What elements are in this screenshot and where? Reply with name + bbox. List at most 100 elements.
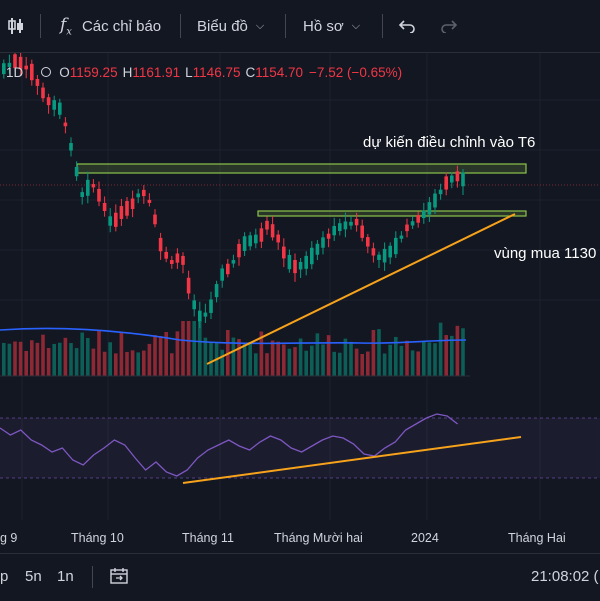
chart-type-button[interactable]: Biểu đồ ⌵ <box>197 0 264 52</box>
candle-body <box>326 233 331 239</box>
date-range-button[interactable] <box>110 554 128 598</box>
candle-body <box>142 189 146 197</box>
candle-body <box>388 245 392 258</box>
candle-body <box>181 255 185 265</box>
volume-bar <box>237 339 241 376</box>
volume-bar <box>41 334 45 376</box>
volume-bar <box>433 343 437 376</box>
range-1y-button[interactable]: 1n <box>57 567 74 585</box>
volume-bar <box>354 348 359 376</box>
candle-body <box>265 220 269 230</box>
visibility-icon[interactable] <box>41 67 52 77</box>
candle-body <box>321 237 325 248</box>
candle-body <box>158 237 163 252</box>
volume-bar <box>332 351 336 376</box>
candle-body <box>360 225 364 238</box>
rsi-band <box>0 418 600 478</box>
volume-bar <box>422 341 426 376</box>
low-value: 1146.75 <box>192 64 241 80</box>
range-button[interactable]: p <box>0 567 9 585</box>
function-icon: fx <box>60 14 72 38</box>
interval-label[interactable]: 1D <box>6 64 24 80</box>
candle-body <box>438 189 443 195</box>
volume-bar <box>220 349 224 376</box>
buy-zone-annotation[interactable]: vùng mua 1130 <box>494 245 597 262</box>
indicators-button[interactable]: fx Các chỉ báo <box>60 0 161 52</box>
volume-bar <box>186 321 191 376</box>
volume-bar <box>119 332 124 376</box>
rsi-line <box>0 413 458 477</box>
volume-bar <box>114 353 118 376</box>
chart-type-label: Biểu đồ <box>197 17 248 35</box>
candle-body <box>282 246 286 259</box>
redo-button[interactable] <box>440 0 458 52</box>
x-axis-label: g 9 <box>0 531 18 545</box>
candle-body <box>63 122 68 127</box>
candle-body <box>58 102 62 115</box>
volume-bar <box>198 321 202 376</box>
candle-body <box>394 237 398 255</box>
candle-body <box>338 223 342 232</box>
volume-bar <box>248 341 252 376</box>
undo-button[interactable] <box>398 0 416 52</box>
volume-bar <box>326 335 331 376</box>
volume-bar <box>254 353 258 376</box>
volume-bar <box>298 338 303 376</box>
volume-bar <box>69 343 73 376</box>
rsi-pane <box>0 413 600 479</box>
candle-body <box>405 224 409 232</box>
candle-body <box>147 199 152 203</box>
more-tools-icon[interactable] <box>8 0 24 52</box>
candle-body <box>455 171 460 182</box>
price-chart[interactable] <box>0 53 600 553</box>
volume-bar <box>438 322 443 376</box>
volume-bar <box>74 348 79 376</box>
volume-bar <box>321 344 325 376</box>
candle-body <box>377 254 381 261</box>
volume-bar <box>276 341 280 376</box>
volume-bar <box>270 340 275 376</box>
clock-readout[interactable]: 21:08:02 ( <box>531 567 599 585</box>
volume-bar <box>209 342 213 376</box>
volume-bar <box>410 350 415 376</box>
volume-bar <box>315 333 320 376</box>
candle-body <box>254 234 258 244</box>
candle-body <box>69 143 73 151</box>
volume-bar <box>360 353 364 376</box>
candle-body <box>259 228 264 242</box>
candle-body <box>231 260 236 264</box>
x-axis-label: Tháng Mười hai <box>274 531 363 545</box>
high-key: H <box>122 64 133 80</box>
bottom-toolbar: p 5n 1n 21:08:02 ( <box>0 553 600 601</box>
candle-body <box>170 260 174 264</box>
volume-bar <box>371 329 376 376</box>
volume-bar <box>349 341 353 376</box>
candle-body <box>24 65 28 70</box>
support-zone <box>257 210 527 217</box>
candle-body <box>298 261 303 270</box>
volume-bar <box>287 348 292 376</box>
candle-body <box>343 221 348 230</box>
volume-bar <box>461 328 465 376</box>
profile-button[interactable]: Hồ sơ ⌵ <box>303 0 360 52</box>
volume-bar <box>170 353 174 376</box>
volume-bar <box>265 353 269 376</box>
volume-bar <box>35 342 40 376</box>
top-toolbar: fx Các chỉ báo Biểu đồ ⌵ Hồ sơ ⌵ <box>0 0 600 53</box>
low-key: L <box>185 64 193 80</box>
range-5y-button[interactable]: 5n <box>25 567 42 585</box>
candle-body <box>108 216 112 226</box>
volume-bar <box>18 341 23 376</box>
toolbar-divider <box>180 14 181 38</box>
candle-body <box>399 235 404 239</box>
volume-bar <box>108 342 112 376</box>
close-value: 1154.70 <box>255 64 304 80</box>
candle-body <box>192 300 196 310</box>
volume-bar <box>405 340 409 376</box>
volume-bar <box>366 351 370 376</box>
forecast-annotation[interactable]: dự kiến điều chỉnh vào T6 <box>363 134 536 151</box>
close-key: C <box>245 64 256 80</box>
volume-bar <box>30 340 34 376</box>
candle-body <box>416 215 420 223</box>
volume-bar <box>416 351 420 376</box>
